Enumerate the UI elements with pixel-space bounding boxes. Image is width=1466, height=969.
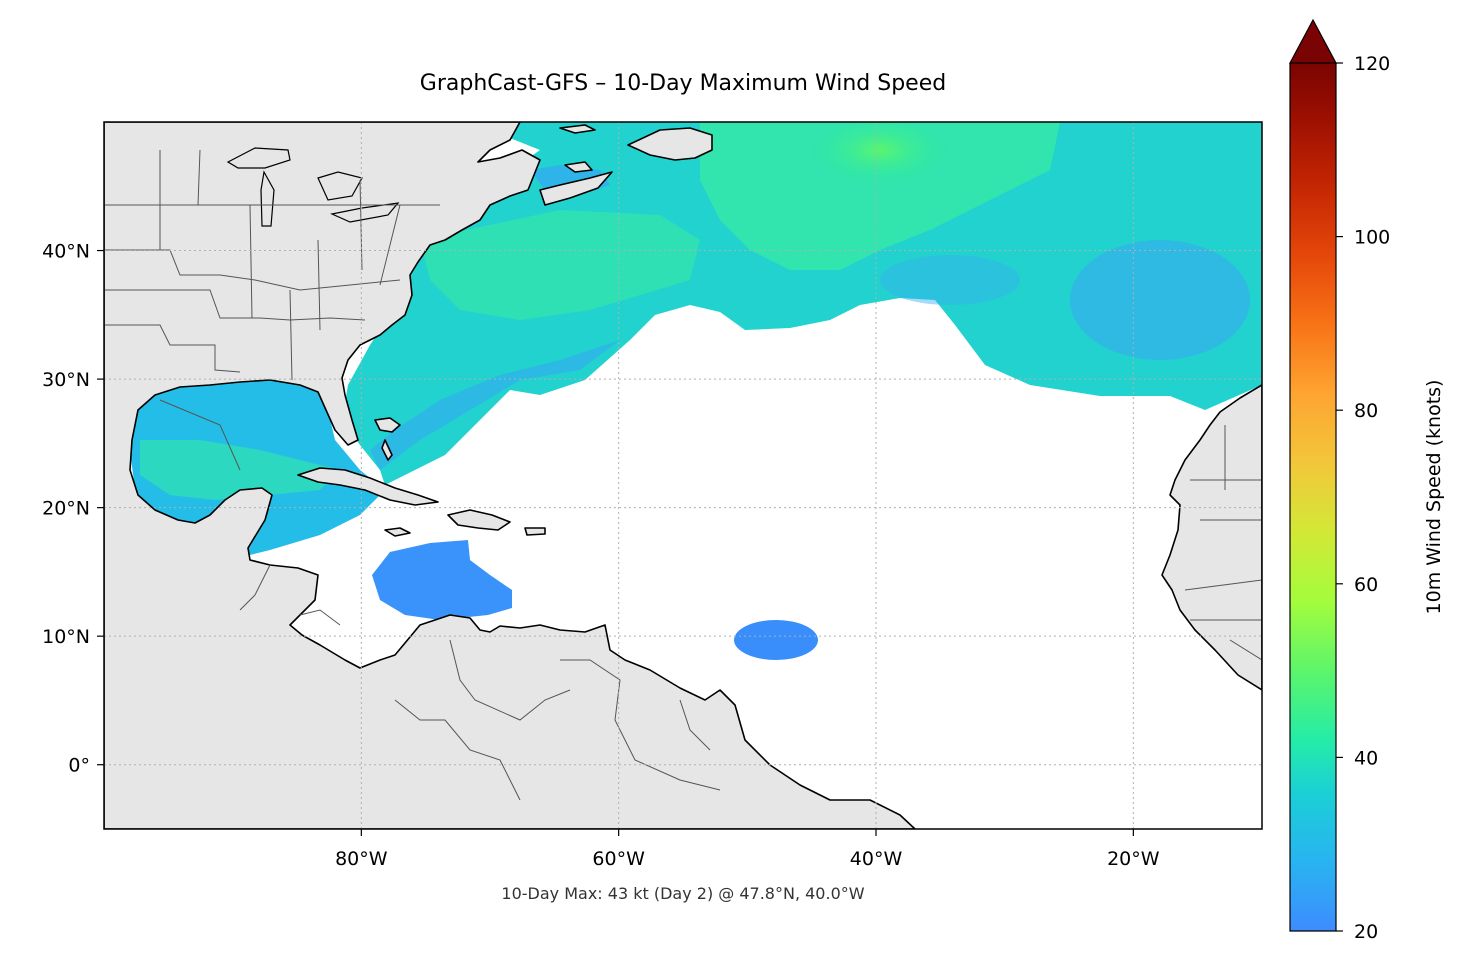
land-newfoundland bbox=[627, 127, 713, 161]
y-tick-label: 40°N bbox=[42, 241, 90, 263]
colorbar-ticks: 20 40 60 80 100 120 bbox=[1336, 53, 1390, 943]
land-africa bbox=[1161, 384, 1262, 691]
land-masses bbox=[104, 122, 1262, 829]
land-hispaniola bbox=[447, 509, 511, 531]
land-pei bbox=[564, 161, 593, 173]
x-axis-ticks: 80°W 60°W 40°W 20°W bbox=[335, 829, 1160, 870]
wind-field-blue-east bbox=[1070, 240, 1250, 360]
colorbar-gradient bbox=[1290, 63, 1336, 931]
land-anticosti bbox=[559, 124, 596, 134]
great-lakes-outlines bbox=[226, 147, 400, 227]
land-cuba bbox=[297, 467, 439, 506]
colorbar: 20 40 60 80 100 120 10m Wind Speed (knots) bbox=[1288, 18, 1445, 943]
wind-speed-field bbox=[104, 122, 1262, 660]
wind-field-south-edge bbox=[370, 340, 620, 470]
y-tick-label: 0° bbox=[68, 755, 90, 777]
colorbar-label: 10m Wind Speed (knots) bbox=[1423, 380, 1445, 615]
map-gridlines bbox=[104, 122, 1262, 829]
wind-field-jet-east bbox=[700, 122, 1060, 270]
max-wind-footnote: 10-Day Max: 43 kt (Day 2) @ 47.8°N, 40.0… bbox=[501, 884, 865, 903]
colorbar-extend-arrow bbox=[1288, 18, 1338, 64]
y-tick-label: 30°N bbox=[42, 369, 90, 391]
x-tick-label: 40°W bbox=[850, 848, 903, 870]
colorbar-tick-label: 20 bbox=[1354, 921, 1378, 943]
wind-field-jet-west bbox=[420, 210, 700, 320]
x-tick-label: 60°W bbox=[592, 848, 645, 870]
y-tick-label: 20°N bbox=[42, 498, 90, 520]
land-north-america bbox=[104, 122, 916, 829]
wind-field-blue-center bbox=[880, 255, 1020, 305]
wind-field-caribbean bbox=[372, 540, 512, 620]
land-puerto-rico bbox=[524, 527, 546, 536]
map-border bbox=[103, 121, 1263, 830]
y-tick-label: 10°N bbox=[42, 626, 90, 648]
colorbar-tick-label: 60 bbox=[1354, 574, 1378, 596]
map-title: GraphCast-GFS – 10-Day Maximum Wind Spee… bbox=[419, 71, 947, 96]
land-jamaica bbox=[384, 527, 411, 537]
land-nova-scotia bbox=[539, 171, 613, 206]
colorbar-outline bbox=[1289, 63, 1337, 932]
political-borders bbox=[104, 149, 1262, 801]
wind-field-mid-atlantic-blob bbox=[734, 620, 818, 660]
colorbar-tick-label: 120 bbox=[1354, 53, 1390, 75]
x-tick-label: 20°W bbox=[1107, 848, 1160, 870]
wind-max-hotspot bbox=[810, 122, 950, 185]
colorbar-tick-label: 40 bbox=[1354, 747, 1378, 769]
y-axis-ticks: 40°N 30°N 20°N 10°N 0° bbox=[42, 241, 104, 777]
x-tick-label: 80°W bbox=[335, 848, 388, 870]
land-bahamas bbox=[374, 417, 401, 461]
colorbar-tick-label: 80 bbox=[1354, 400, 1378, 422]
colorbar-tick-label: 100 bbox=[1354, 227, 1390, 249]
